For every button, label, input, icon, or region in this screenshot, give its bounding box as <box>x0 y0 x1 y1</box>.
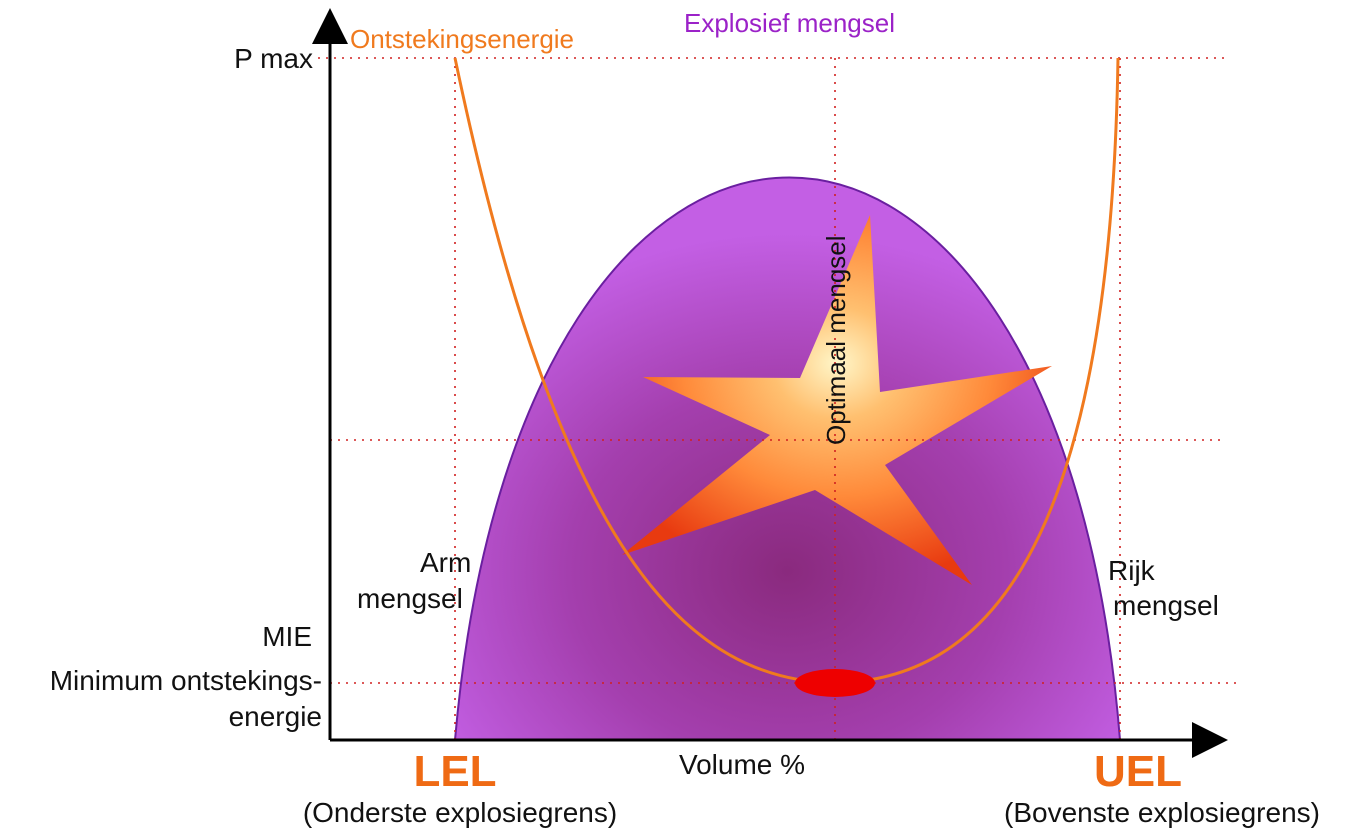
x-axis-label: Volume % <box>679 749 805 780</box>
pmax-label: P max <box>234 43 313 74</box>
mie-description-line2: energie <box>229 701 322 732</box>
ignition-energy-label: Ontstekingsenergie <box>350 24 574 54</box>
lel-label: LEL <box>413 747 496 796</box>
mie-label: MIE <box>262 621 312 652</box>
uel-description: (Bovenste explosiegrens) <box>1004 797 1320 828</box>
explosive-mixture-label: Explosief mengsel <box>684 8 895 38</box>
optimal-mixture-star <box>622 215 1052 585</box>
guide-lines <box>318 57 1240 740</box>
rich-mixture-label-line1: Rijk <box>1108 555 1156 586</box>
lean-mixture-label-line2: mengsel <box>357 583 463 614</box>
lean-mixture-label-line1: Arm <box>420 547 471 578</box>
lel-description: (Onderste explosiegrens) <box>303 797 617 828</box>
mie-description-line1: Minimum ontstekings- <box>50 665 322 696</box>
uel-label: UEL <box>1094 747 1182 796</box>
mie-point <box>795 669 875 697</box>
optimal-mixture-label: Optimaal mengsel <box>821 235 851 445</box>
rich-mixture-label-line2: mengsel <box>1113 590 1219 621</box>
